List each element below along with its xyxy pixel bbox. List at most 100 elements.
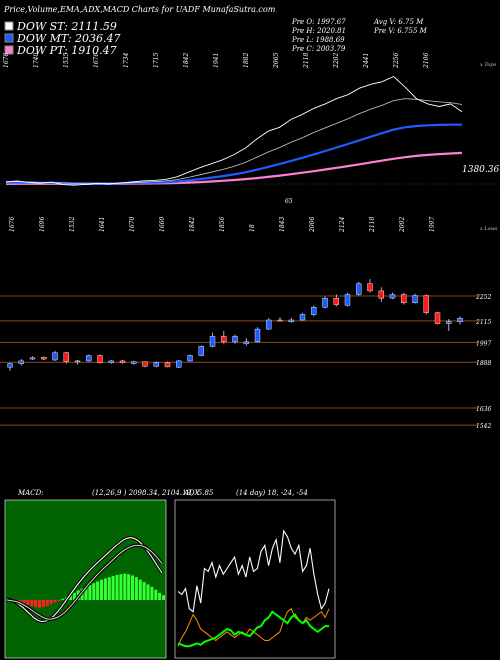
candle-up bbox=[356, 283, 362, 295]
adx-line bbox=[177, 529, 330, 613]
legend-swatch-st bbox=[4, 21, 14, 31]
ema-center-label: 65 bbox=[285, 198, 293, 205]
candle-up bbox=[322, 298, 328, 308]
candle-down bbox=[41, 357, 47, 360]
ema-panel: 1676 1740 1535 1676 1734 1715 1842 1941 1882 2065… bbox=[0, 53, 500, 233]
signal-line bbox=[6, 544, 163, 620]
legend-swatch-mt bbox=[4, 33, 14, 43]
ema-bottom-label: 1532 bbox=[69, 217, 76, 232]
legend-label-pt: DOW PT: 1910.47 bbox=[16, 44, 117, 57]
adx-panel: ADX (14 day) 18, -24, -54 bbox=[174, 489, 336, 659]
price-level-label: 1636 bbox=[476, 406, 491, 413]
macd-histogram-bar bbox=[84, 586, 88, 600]
candle-up bbox=[187, 355, 193, 362]
macd-histogram-bar bbox=[146, 584, 150, 600]
macd-histogram-bar bbox=[49, 600, 53, 605]
macd-histogram-bar bbox=[72, 592, 76, 600]
legend-label-mt: DOW MT: 2036.47 bbox=[16, 32, 121, 45]
candle-up bbox=[176, 360, 182, 368]
macd-params: (12,26,9 ) 2098.34, 2104.19, -5.85 bbox=[92, 489, 214, 497]
ema-top-right-label: x Tops bbox=[480, 62, 497, 68]
price-level-label: 2115 bbox=[475, 319, 491, 326]
macd-histogram-bar bbox=[100, 579, 103, 600]
ema-top-label: 1842 bbox=[183, 53, 190, 68]
ema-bottom-label: 1660 bbox=[159, 217, 166, 232]
macd-histogram-bar bbox=[127, 574, 131, 600]
macd-histogram-bar bbox=[61, 598, 65, 600]
price-level-label: 1888 bbox=[476, 360, 491, 367]
ema-top-label: 1734 bbox=[123, 53, 130, 68]
macd-histogram-bar bbox=[34, 600, 38, 608]
stat-low: Pre L: 1988.69 bbox=[291, 36, 345, 44]
legend-label-st: DOW ST: 2111.59 bbox=[16, 20, 117, 33]
candle-down bbox=[97, 355, 103, 364]
candle-down bbox=[221, 336, 227, 343]
ema-top-label: 1941 bbox=[213, 53, 220, 68]
macd-histogram-bar bbox=[142, 582, 146, 600]
macd-histogram-bar bbox=[115, 574, 119, 600]
macd-histogram-bar bbox=[119, 574, 123, 600]
macd-histogram-bar bbox=[131, 575, 134, 600]
price-level-label: 2252 bbox=[475, 294, 491, 301]
macd-histogram-bar bbox=[123, 573, 127, 600]
candle-up bbox=[446, 321, 452, 324]
macd-histogram-bar bbox=[111, 576, 115, 600]
ema-top-label: 2065 bbox=[273, 53, 280, 69]
candle-up bbox=[344, 294, 351, 306]
candle-down bbox=[401, 294, 407, 303]
chart-title: Price,Volume,EMA,ADX,MACD Charts for UAD… bbox=[3, 5, 276, 14]
stat-avg-volume: Avg V: 6.75 M bbox=[373, 18, 424, 26]
ema-top-label: 1676 bbox=[3, 53, 10, 68]
ema-line-price bbox=[5, 75, 463, 186]
ema-bottom-label: 1696 bbox=[39, 217, 46, 232]
adx-label: ADX bbox=[183, 489, 201, 497]
candle-down bbox=[423, 295, 429, 313]
macd-histogram-bar bbox=[45, 600, 49, 606]
ema-bottom-label: 2006 bbox=[309, 217, 316, 233]
ema-bottom-label: 1843 bbox=[279, 217, 286, 232]
macd-histogram-bar bbox=[103, 578, 107, 600]
ema-bottom-label: 2118 bbox=[369, 217, 376, 233]
legend-swatch-pt bbox=[4, 45, 14, 55]
ema-bottom-label: 1856 bbox=[219, 217, 226, 232]
ema-bottom-label: 2124 bbox=[339, 217, 346, 233]
adx-params: (14 day) 18, -24, -54 bbox=[236, 489, 308, 497]
macd-histogram-bar bbox=[96, 581, 100, 600]
candle-down bbox=[164, 362, 171, 368]
macd-label: MACD: bbox=[17, 489, 44, 497]
candle-up bbox=[243, 341, 250, 344]
macd-histogram-bar bbox=[38, 600, 41, 608]
macd-histogram-bar bbox=[22, 600, 26, 603]
adx-background bbox=[174, 499, 336, 659]
ema-bottom-label: 1641 bbox=[99, 217, 106, 232]
macd-histogram-bar bbox=[53, 600, 57, 603]
ema-right-value-label: 1380.36 bbox=[462, 165, 499, 175]
candle-up bbox=[288, 319, 294, 322]
stat-open: Pre O: 1997.67 bbox=[291, 18, 346, 26]
candle-up bbox=[412, 295, 418, 304]
ema-bottom-label: 18 bbox=[249, 224, 256, 232]
candle-up bbox=[209, 336, 216, 347]
ema-line-dow-mt bbox=[5, 123, 462, 185]
candle-up bbox=[86, 355, 92, 362]
candle-up bbox=[266, 319, 272, 330]
candle-down bbox=[434, 312, 441, 324]
candle-up bbox=[299, 314, 306, 321]
macd-histogram-bar bbox=[154, 589, 158, 600]
ema-bottom-label: 1997 bbox=[429, 217, 436, 232]
candle-up bbox=[232, 336, 238, 343]
candle-up bbox=[389, 294, 396, 299]
macd-histogram-bar bbox=[69, 595, 72, 600]
candle-up bbox=[131, 361, 137, 364]
candle-down bbox=[367, 283, 373, 292]
stat-prev-volume: Pre V: 6.755 M bbox=[373, 27, 428, 35]
macd-histogram-bar bbox=[30, 600, 34, 606]
candle-down bbox=[119, 360, 126, 363]
macd-histogram-bar bbox=[162, 595, 165, 600]
candle-up bbox=[29, 357, 36, 360]
candle-up bbox=[52, 352, 58, 361]
ema-bottom-right-label: x Lows bbox=[480, 226, 498, 232]
ema-bottom-label: 1670 bbox=[129, 217, 136, 232]
ema-top-label: 1740 bbox=[33, 53, 40, 68]
